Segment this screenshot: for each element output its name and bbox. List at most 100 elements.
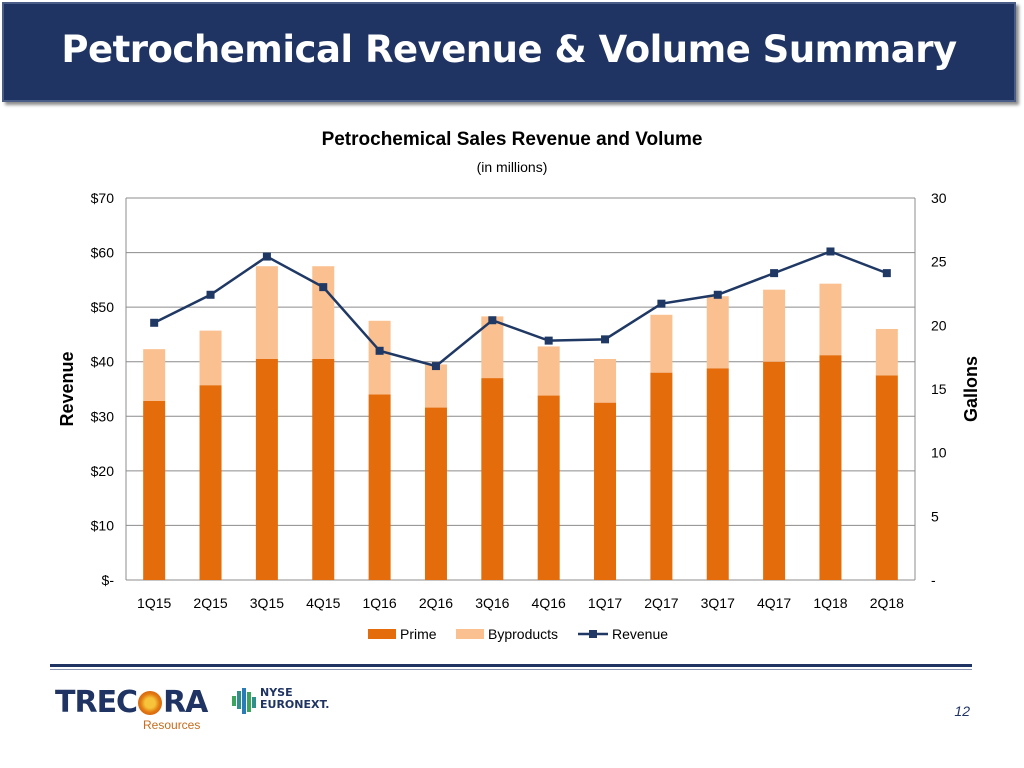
bar-prime (481, 378, 504, 580)
revenue-point (206, 290, 215, 299)
footer-divider-thin (50, 669, 972, 670)
x-tick-label: 1Q17 (588, 595, 622, 611)
revenue-point (544, 336, 553, 345)
y-tick-label: $30 (91, 408, 115, 424)
y2-tick-label: 5 (931, 508, 939, 524)
bar-byproducts (312, 266, 335, 359)
legend-label-byproducts: Byproducts (488, 626, 558, 642)
legend-marker-revenue (589, 630, 597, 638)
trecora-wordmark: TREC RA (55, 685, 208, 720)
bar-byproducts (537, 346, 560, 396)
bar-prime (255, 358, 278, 580)
trecora-logo: TREC RA Resources (55, 685, 215, 733)
bar-prime (537, 395, 560, 580)
legend-label-revenue: Revenue (612, 626, 668, 642)
x-tick-label: 3Q16 (475, 595, 509, 611)
title-bar: Petrochemical Revenue & Volume Summary (2, 2, 1016, 102)
legend-swatch-prime (368, 629, 396, 639)
y2-tick-label: 10 (931, 445, 947, 461)
revenue-line (153, 250, 888, 368)
bar-prime (706, 368, 729, 580)
revenue-point (262, 252, 271, 261)
bar-byproducts (199, 330, 222, 386)
legend-label-prime: Prime (400, 626, 437, 642)
nyse-globe-icon (232, 688, 256, 714)
revenue-point (657, 299, 666, 308)
revenue-point (882, 269, 891, 278)
revenue-point (826, 247, 835, 256)
revenue-volume-chart: Petrochemical Sales Revenue and Volume (i… (57, 129, 981, 642)
x-tick-label: 1Q15 (137, 595, 171, 611)
bar-byproducts (255, 266, 278, 359)
trecora-sun-icon (138, 691, 163, 715)
revenue-point (319, 283, 328, 292)
trecora-wordmark-part-1: TREC (55, 685, 138, 720)
footer-divider (50, 664, 972, 667)
bar-byproducts (424, 364, 447, 408)
nyse-euronext-logo: NYSE EURONEXT. (230, 686, 340, 720)
bar-byproducts (875, 328, 898, 376)
bar-prime (424, 407, 447, 580)
nyse-line-2: EURONEXT. (260, 698, 330, 711)
x-tick-label: 4Q17 (757, 595, 791, 611)
chart-title: Petrochemical Sales Revenue and Volume (322, 129, 703, 150)
bar-prime (368, 394, 391, 580)
bar-prime (143, 401, 166, 580)
bar-prime (819, 355, 842, 580)
trecora-wordmark-part-2: RA (163, 685, 208, 720)
bar-prime (312, 358, 335, 580)
x-tick-label: 4Q16 (532, 595, 566, 611)
x-tick-label: 4Q15 (306, 595, 340, 611)
revenue-point (488, 316, 497, 325)
y-tick-label: $50 (91, 299, 115, 315)
x-tick-label: 1Q16 (362, 595, 396, 611)
x-tick-label: 2Q15 (193, 595, 227, 611)
y2-tick-label: 15 (931, 381, 947, 397)
y-tick-label: $20 (91, 463, 115, 479)
bar-prime (650, 372, 673, 580)
bar-byproducts (594, 358, 617, 403)
page-number: 12 (954, 703, 970, 719)
y-tick-label: $60 (91, 245, 115, 261)
y-tick-label: $10 (91, 517, 115, 533)
y2-tick-label: 25 (931, 254, 947, 270)
x-tick-label: 3Q17 (701, 595, 735, 611)
slide-title: Petrochemical Revenue & Volume Summary (61, 28, 957, 71)
bar-byproducts (706, 296, 729, 369)
bar-prime (594, 402, 617, 580)
bar-byproducts (650, 314, 673, 373)
x-tick-label: 2Q16 (419, 595, 453, 611)
y-tick-label: $- (102, 572, 115, 588)
bar-prime (199, 385, 222, 580)
revenue-point (375, 346, 384, 355)
bar-byproducts (819, 283, 842, 356)
y2-axis-title: Gallons (961, 356, 981, 422)
bar-prime (763, 361, 786, 580)
revenue-point (601, 335, 610, 344)
bar-byproducts (763, 289, 786, 362)
revenue-point (431, 362, 440, 371)
bar-prime (875, 375, 898, 580)
x-tick-label: 2Q17 (644, 595, 678, 611)
trecora-subtitle: Resources (143, 718, 201, 732)
bar-byproducts (481, 316, 504, 379)
legend-swatch-byproducts (456, 629, 484, 639)
bar-byproducts (143, 349, 166, 402)
x-tick-label: 1Q18 (813, 595, 847, 611)
y2-tick-label: - (931, 572, 936, 588)
x-tick-label: 3Q15 (250, 595, 284, 611)
revenue-point (713, 290, 722, 299)
nyse-wordmark: NYSE EURONEXT. (260, 687, 329, 711)
y-tick-label: $70 (91, 190, 115, 206)
bar-byproducts (368, 320, 391, 395)
x-tick-label: 2Q18 (870, 595, 904, 611)
nyse-line-1: NYSE (260, 686, 293, 699)
y-axis-title: Revenue (57, 351, 77, 426)
revenue-point (770, 269, 779, 278)
y2-tick-label: 30 (931, 190, 947, 206)
chart-subtitle: (in millions) (477, 159, 548, 175)
revenue-point (150, 318, 159, 327)
y-tick-label: $40 (91, 354, 115, 370)
y2-tick-label: 20 (931, 317, 947, 333)
